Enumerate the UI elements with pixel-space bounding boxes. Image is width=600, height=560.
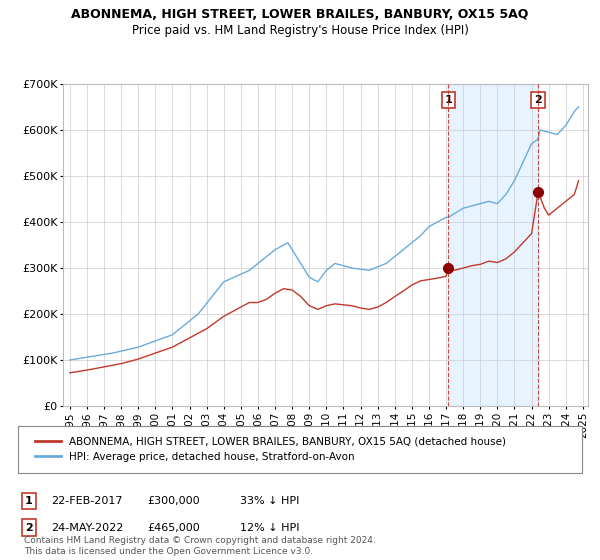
Text: 2: 2 bbox=[534, 95, 542, 105]
Text: 2: 2 bbox=[25, 522, 32, 533]
Text: 22-FEB-2017: 22-FEB-2017 bbox=[51, 496, 122, 506]
Text: 1: 1 bbox=[25, 496, 32, 506]
Text: Contains HM Land Registry data © Crown copyright and database right 2024.
This d: Contains HM Land Registry data © Crown c… bbox=[24, 536, 376, 556]
Text: Price paid vs. HM Land Registry's House Price Index (HPI): Price paid vs. HM Land Registry's House … bbox=[131, 24, 469, 36]
Text: 1: 1 bbox=[445, 95, 452, 105]
Text: 33% ↓ HPI: 33% ↓ HPI bbox=[240, 496, 299, 506]
Legend: ABONNEMA, HIGH STREET, LOWER BRAILES, BANBURY, OX15 5AQ (detached house), HPI: A: ABONNEMA, HIGH STREET, LOWER BRAILES, BA… bbox=[29, 431, 513, 468]
Text: 12% ↓ HPI: 12% ↓ HPI bbox=[240, 522, 299, 533]
Text: £300,000: £300,000 bbox=[147, 496, 200, 506]
Text: 24-MAY-2022: 24-MAY-2022 bbox=[51, 522, 124, 533]
Text: £465,000: £465,000 bbox=[147, 522, 200, 533]
Text: ABONNEMA, HIGH STREET, LOWER BRAILES, BANBURY, OX15 5AQ: ABONNEMA, HIGH STREET, LOWER BRAILES, BA… bbox=[71, 8, 529, 21]
Bar bbox=[448, 84, 538, 406]
